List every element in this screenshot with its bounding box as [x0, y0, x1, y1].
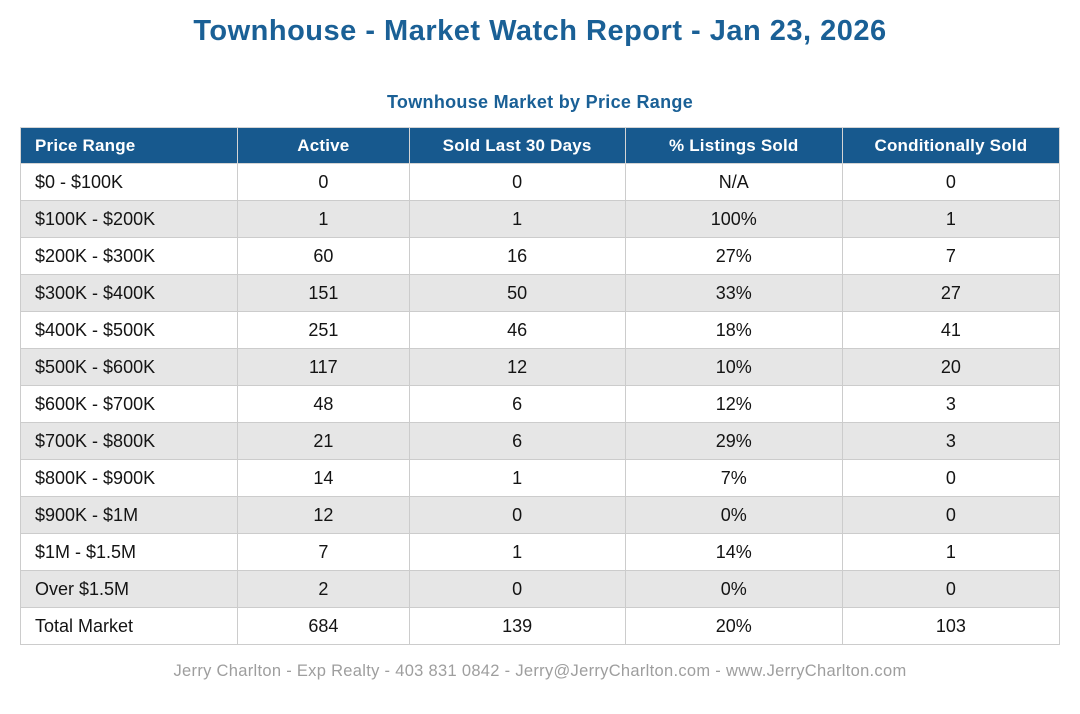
value-cell: 1: [408, 459, 626, 497]
value-cell: 20%: [624, 607, 843, 645]
table-row-0-100k: $0 - $100K 0 0 N/A 0: [19, 163, 1061, 201]
value-cell: 21: [237, 422, 410, 460]
value-cell: 0: [237, 163, 410, 201]
value-cell: 41: [841, 311, 1061, 349]
price-range-cell: $700K - $800K: [19, 422, 239, 460]
value-cell: 33%: [624, 274, 843, 312]
table-row-200k-300k: $200K - $300K 60 16 27% 7: [19, 237, 1061, 275]
value-cell: 0: [841, 459, 1061, 497]
value-cell: 684: [237, 607, 410, 645]
price-range-cell: $900K - $1M: [19, 496, 239, 534]
price-range-cell: $800K - $900K: [19, 459, 239, 497]
value-cell: 100%: [624, 200, 843, 238]
table-header-row: Price Range Active Sold Last 30 Days% List…: [19, 127, 1061, 164]
price-range-cell: $500K - $600K: [19, 348, 239, 386]
value-cell: 139: [408, 607, 626, 645]
value-cell: 117: [237, 348, 410, 386]
value-cell: 1: [841, 200, 1061, 238]
value-cell: 14: [237, 459, 410, 497]
price-range-cell: Over $1.5M: [19, 570, 239, 608]
value-cell: 6: [408, 385, 626, 423]
value-cell: N/A: [624, 163, 843, 201]
table-row-800k-900k: $800K - $900K 14 1 7% 0: [19, 459, 1061, 497]
value-cell: 1: [841, 533, 1061, 571]
table-row-400k-500k: $400K - $500K 251 46 18% 41: [19, 311, 1061, 349]
table-row-900k-1m: $900K - $1M 12 0 0% 0: [19, 496, 1061, 534]
value-cell: 48: [237, 385, 410, 423]
value-cell: 0: [841, 570, 1061, 608]
price-range-cell: $600K - $700K: [19, 385, 239, 423]
table-row-total-market: Total Market 684 139 20% 103: [19, 607, 1061, 645]
value-cell: 3: [841, 422, 1061, 460]
value-cell: 27: [841, 274, 1061, 312]
column-header-price-range: Price Range: [19, 127, 239, 164]
table-row-700k-800k: $700K - $800K 21 6 29% 3: [19, 422, 1061, 460]
value-cell: 12%: [624, 385, 843, 423]
table-body: $0 - $100K 0 0 N/A 0 $100K - $200K 1 1 100% 1 $200…: [19, 163, 1061, 645]
table-row-over-1-5m: Over $1.5M 2 0 0% 0: [19, 570, 1061, 608]
report-page: Townhouse - Market Watch Report - Jan 23…: [0, 15, 1080, 714]
value-cell: 3: [841, 385, 1061, 423]
value-cell: 27%: [624, 237, 843, 275]
table-row-500k-600k: $500K - $600K 117 12 10% 20: [19, 348, 1061, 386]
price-range-cell: $200K - $300K: [19, 237, 239, 275]
price-range-cell: $100K - $200K: [19, 200, 239, 238]
value-cell: 12: [237, 496, 410, 534]
value-cell: 151: [237, 274, 410, 312]
value-cell: 0: [841, 163, 1061, 201]
column-header-active: Active: [237, 127, 410, 164]
value-cell: 6: [408, 422, 626, 460]
footer-contact-line: Jerry Charlton - Exp Realty - 403 831 08…: [173, 662, 907, 680]
column-header-listings-sold: % Listings Sold: [624, 127, 843, 164]
report-title: Townhouse - Market Watch Report - Jan 23…: [193, 15, 887, 47]
column-header-conditionally-sold: Conditionally Sold: [841, 127, 1061, 164]
value-cell: 1: [237, 200, 410, 238]
value-cell: 0: [408, 496, 626, 534]
price-range-cell: $300K - $400K: [19, 274, 239, 312]
value-cell: 0%: [624, 570, 843, 608]
value-cell: 7%: [624, 459, 843, 497]
column-header-sold-last-30-days: Sold Last 30 Days: [408, 127, 626, 164]
value-cell: 1: [408, 200, 626, 238]
table-row-600k-700k: $600K - $700K 48 6 12% 3: [19, 385, 1061, 423]
value-cell: 7: [237, 533, 410, 571]
value-cell: 7: [841, 237, 1061, 275]
value-cell: 16: [408, 237, 626, 275]
table-title: Townhouse Market by Price Range: [386, 92, 694, 112]
value-cell: 0: [841, 496, 1061, 534]
market-by-price-range-table: Price Range Active Sold Last 30 Days% List…: [19, 127, 1061, 645]
value-cell: 251: [237, 311, 410, 349]
value-cell: 60: [237, 237, 410, 275]
value-cell: 29%: [624, 422, 843, 460]
value-cell: 14%: [624, 533, 843, 571]
table-header: Price Range Active Sold Last 30 Days% List…: [19, 127, 1061, 164]
price-range-cell: $0 - $100K: [19, 163, 239, 201]
value-cell: 0: [408, 163, 626, 201]
price-range-cell: Total Market: [19, 607, 239, 645]
value-cell: 20: [841, 348, 1061, 386]
value-cell: 50: [408, 274, 626, 312]
table-row-300k-400k: $300K - $400K 151 50 33% 27: [19, 274, 1061, 312]
table-row-100k-200k: $100K - $200K 1 1 100% 1: [19, 200, 1061, 238]
table-row-1m-1-5m: $1M - $1.5M 7 1 14% 1: [19, 533, 1061, 571]
value-cell: 1: [408, 533, 626, 571]
value-cell: 103: [841, 607, 1061, 645]
value-cell: 0: [408, 570, 626, 608]
value-cell: 2: [237, 570, 410, 608]
price-range-cell: $400K - $500K: [19, 311, 239, 349]
value-cell: 12: [408, 348, 626, 386]
value-cell: 0%: [624, 496, 843, 534]
price-range-cell: $1M - $1.5M: [19, 533, 239, 571]
value-cell: 18%: [624, 311, 843, 349]
value-cell: 46: [408, 311, 626, 349]
value-cell: 10%: [624, 348, 843, 386]
